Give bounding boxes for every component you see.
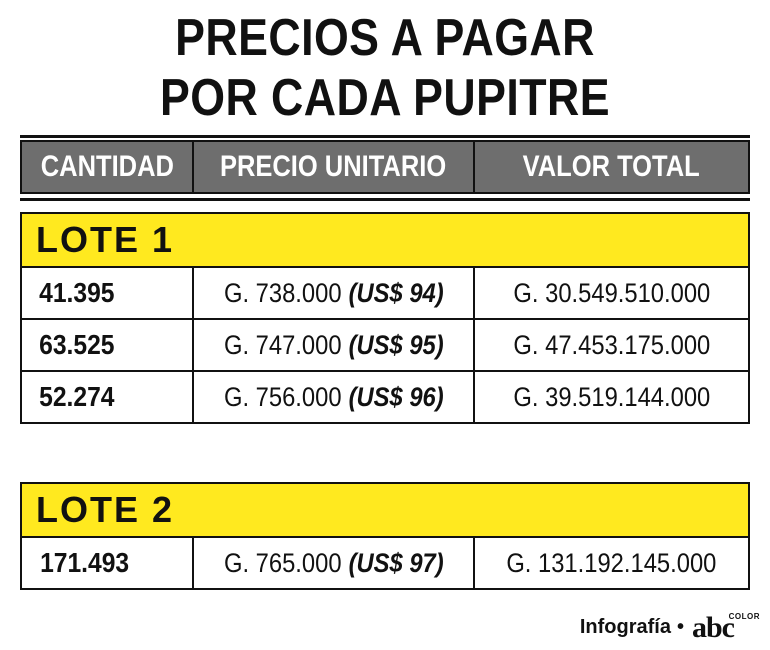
infografia-credit: Infografía xyxy=(579,615,671,638)
header-cantidad: CANTIDAD xyxy=(22,142,194,192)
usd-price: (US$ 95) xyxy=(348,329,444,360)
logo-sub-text: COLOR xyxy=(728,612,760,621)
table-row: 171.493 G. 765.000 (US$ 97) G. 131.192.14… xyxy=(22,538,748,588)
cell-total: G. 39.519.144.000 xyxy=(513,381,710,412)
cell-total: G. 47.453.175.000 xyxy=(513,329,710,360)
cell-cantidad: 63.525 xyxy=(22,320,194,370)
logo-text: abc xyxy=(692,611,735,644)
header-divider xyxy=(20,198,750,201)
table-header: CANTIDAD PRECIO UNITARIO VALOR TOTAL xyxy=(20,140,750,194)
table-row: 63.525 G. 747.000 (US$ 95) G. 47.453.175.… xyxy=(22,320,748,372)
page-title-line-2: POR CADA PUPITRE xyxy=(160,69,610,127)
usd-price: (US$ 97) xyxy=(348,547,444,578)
lote-2-section: LOTE 2 171.493 G. 765.000 (US$ 97) G. 131… xyxy=(20,482,750,590)
cell-cantidad: 41.395 xyxy=(22,268,194,318)
top-divider xyxy=(20,135,750,138)
footer: Infografía • abc COLOR xyxy=(579,611,760,644)
page-title-line-1: PRECIOS A PAGAR xyxy=(175,9,595,67)
cell-precio: G. 756.000 (US$ 96) xyxy=(194,372,475,422)
cell-precio: G. 765.000 (US$ 97) xyxy=(194,538,475,588)
lote-2-label: LOTE 2 xyxy=(22,484,748,538)
usd-price: (US$ 94) xyxy=(348,277,444,308)
separator-dot: • xyxy=(676,615,684,638)
lote-1-section: LOTE 1 41.395 G. 738.000 (US$ 94) G. 30.5… xyxy=(20,212,750,424)
cell-cantidad: 52.274 xyxy=(22,372,194,422)
lote-1-label: LOTE 1 xyxy=(22,214,748,268)
cell-precio: G. 738.000 (US$ 94) xyxy=(194,268,475,318)
header-precio-unitario: PRECIO UNITARIO xyxy=(194,142,475,192)
usd-price: (US$ 96) xyxy=(348,381,444,412)
cell-total: G. 131.192.145.000 xyxy=(506,547,717,578)
cell-precio: G. 747.000 (US$ 95) xyxy=(194,320,475,370)
table-row: 52.274 G. 756.000 (US$ 96) G. 39.519.144.… xyxy=(22,372,748,422)
cell-total: G. 30.549.510.000 xyxy=(513,277,710,308)
cell-cantidad: 171.493 xyxy=(22,538,194,588)
abc-logo-icon: abc COLOR xyxy=(690,611,760,644)
header-valor-total: VALOR TOTAL xyxy=(522,150,701,183)
table-row: 41.395 G. 738.000 (US$ 94) G. 30.549.510.… xyxy=(22,268,748,320)
